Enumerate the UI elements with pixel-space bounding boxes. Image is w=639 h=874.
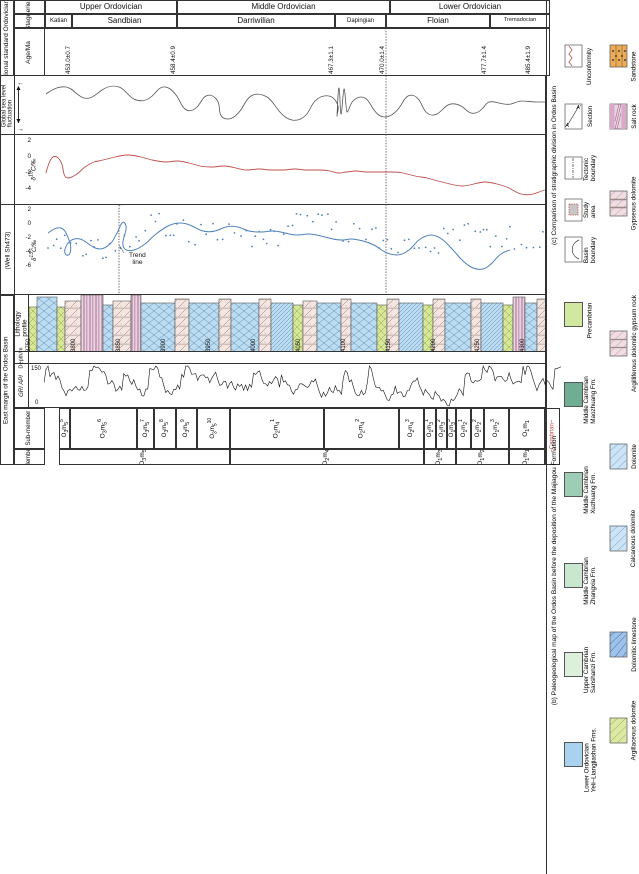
svg-text:A: A: [565, 123, 570, 129]
